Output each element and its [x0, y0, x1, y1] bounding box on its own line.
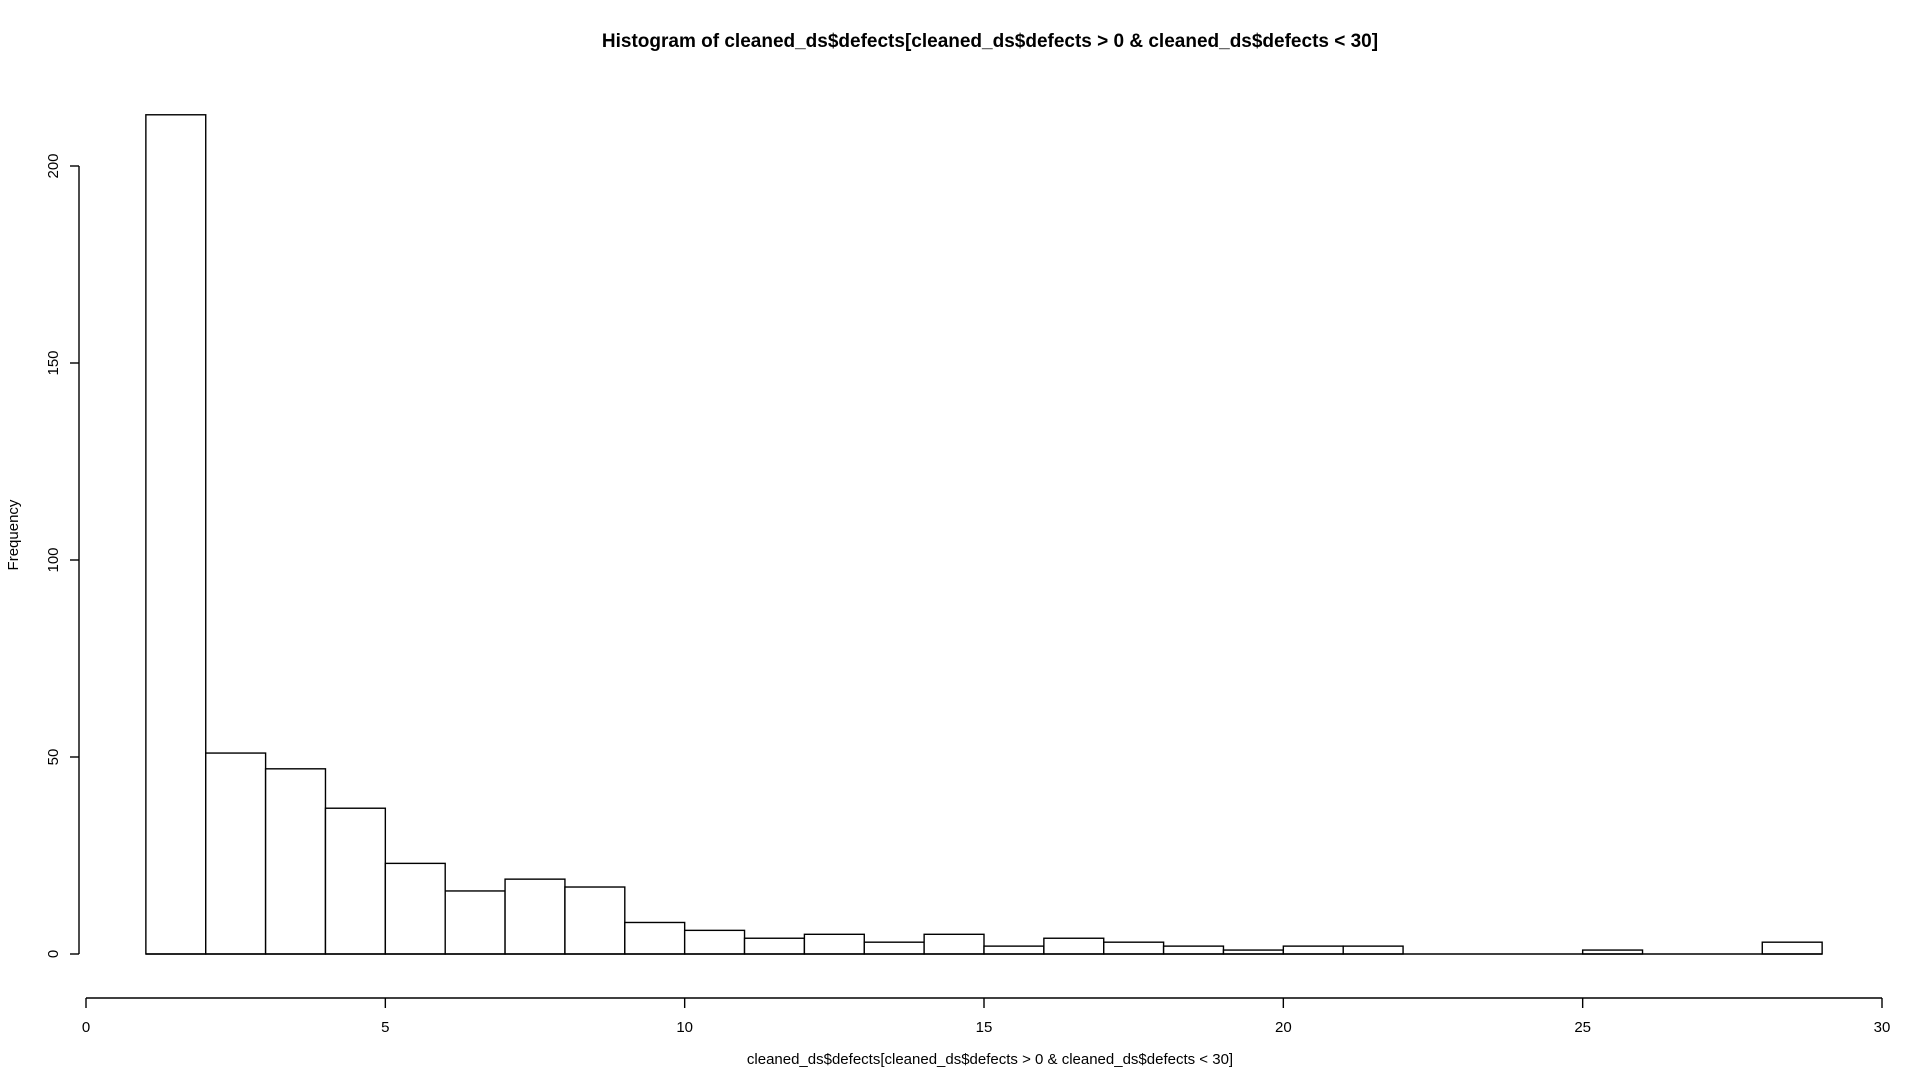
histogram-bar-11-12 — [743, 937, 806, 955]
y-tick-label-100: 100 — [45, 547, 62, 572]
histogram-bar-4-5 — [324, 807, 387, 955]
histogram-bar-14-15 — [923, 933, 985, 955]
x-axis-title: cleaned_ds$defects[cleaned_ds$defects > … — [747, 1051, 1233, 1068]
histogram-bar-12-13 — [803, 933, 865, 955]
y-tick-label-50: 50 — [45, 749, 62, 766]
histogram-bar-5-6 — [384, 862, 446, 955]
x-tick-label-30: 30 — [1874, 1019, 1891, 1036]
histogram-bar-1-2 — [145, 114, 207, 955]
chart-title: Histogram of cleaned_ds$defects[cleaned_… — [602, 31, 1378, 52]
histogram-bar-7-8 — [504, 878, 566, 955]
histogram-bar-6-7 — [444, 890, 506, 955]
y-axis-title: Frequency — [5, 499, 22, 570]
y-tick-label-150: 150 — [45, 350, 62, 375]
x-tick-label-10: 10 — [676, 1019, 693, 1036]
x-tick-label-25: 25 — [1574, 1019, 1591, 1036]
histogram-bar-9-10 — [624, 921, 686, 955]
x-tick-label-15: 15 — [976, 1019, 993, 1036]
histogram-bar-20-21 — [1282, 945, 1344, 955]
histogram-bar-2-3 — [205, 752, 267, 955]
y-axis: 0 50 100 150 200 — [45, 153, 80, 958]
x-tick-label-0: 0 — [82, 1019, 90, 1036]
histogram-bar-28-29 — [1761, 941, 1823, 955]
histogram-bar-13-14 — [863, 941, 925, 955]
histogram-bar-15-16 — [983, 945, 1045, 955]
histogram-bar-17-18 — [1103, 941, 1165, 955]
y-tick-label-0: 0 — [45, 950, 62, 958]
histogram-bar-3-4 — [264, 768, 327, 955]
x-tick-label-5: 5 — [381, 1019, 389, 1036]
x-tick-label-20: 20 — [1275, 1019, 1292, 1036]
histogram-bar-8-9 — [564, 886, 626, 955]
y-tick-label-200: 200 — [45, 153, 62, 178]
x-axis: 0 5 10 15 20 25 30 — [82, 997, 1891, 1036]
bars-group — [145, 114, 1823, 955]
histogram-bar-10-11 — [683, 929, 746, 955]
histogram-bar-21-22 — [1342, 945, 1404, 955]
histogram-bar-16-17 — [1043, 937, 1105, 955]
histogram-bar-18-19 — [1162, 945, 1225, 955]
